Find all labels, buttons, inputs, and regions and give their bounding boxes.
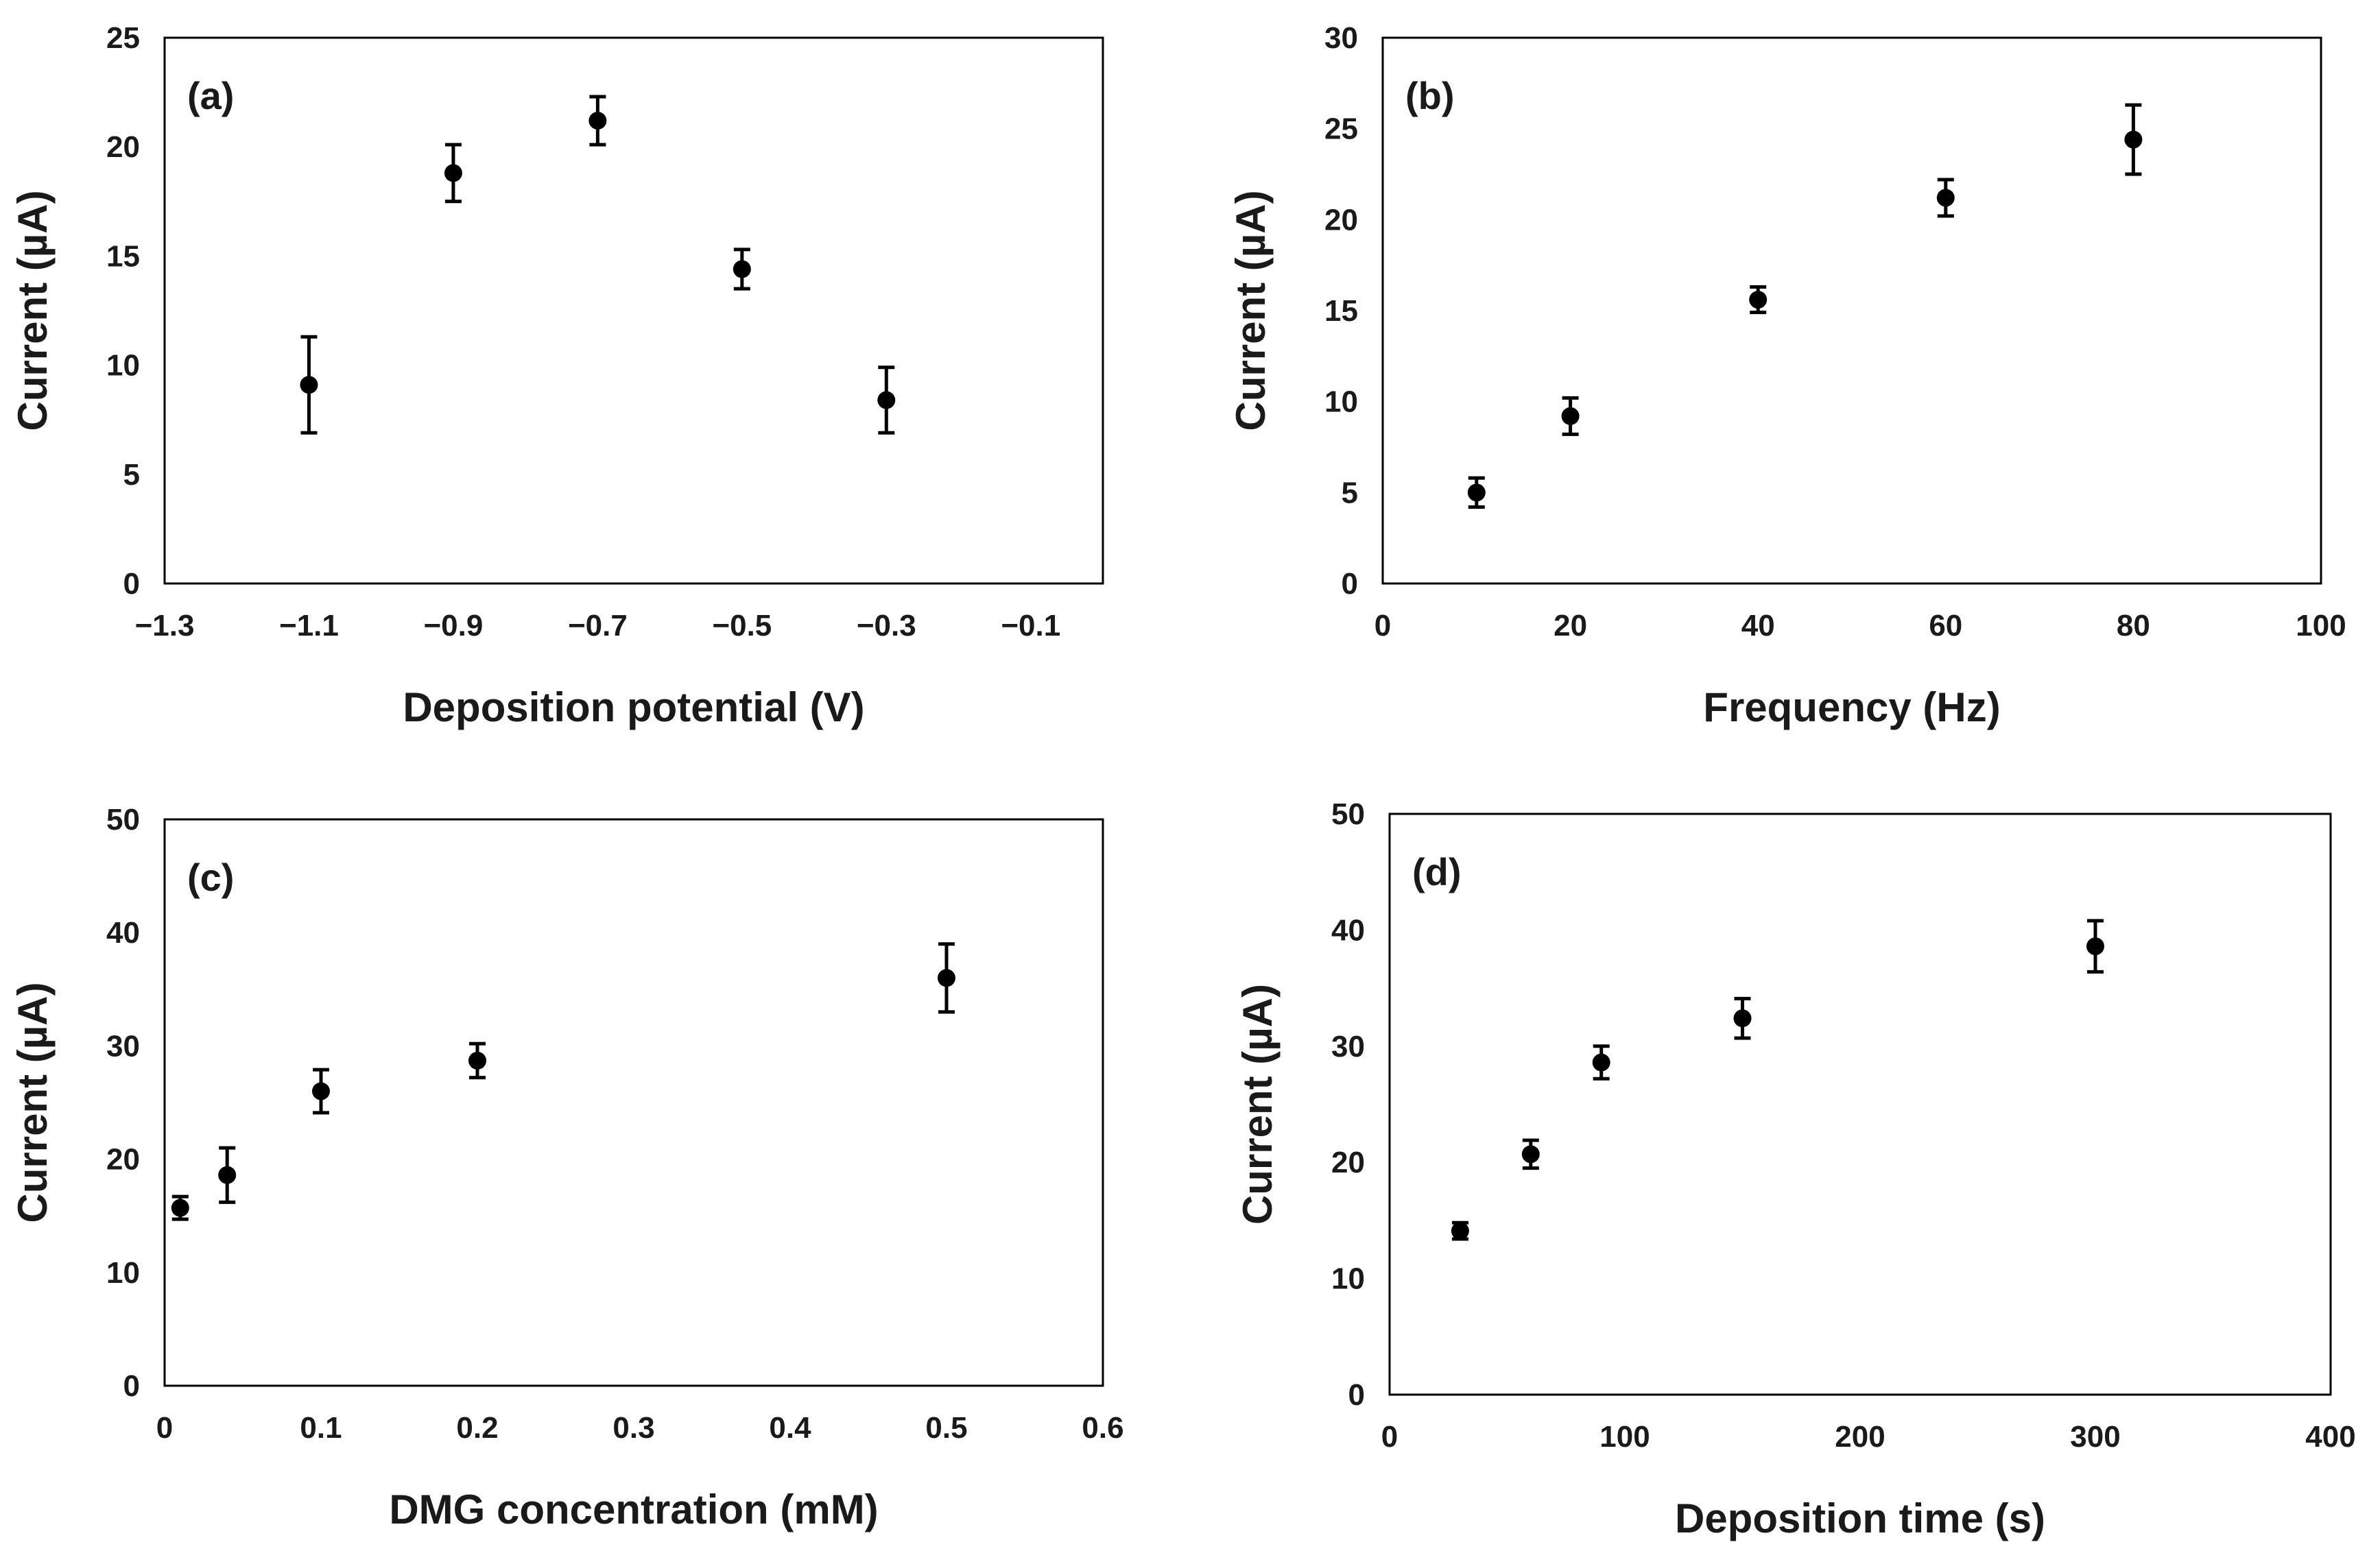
y-tick-label: 25 [106,21,140,55]
x-axis-title: Deposition potential (V) [403,684,864,730]
y-tick-label: 10 [106,349,140,383]
x-tick-label: −0.9 [423,609,483,642]
y-tick-label: 0 [123,567,140,601]
chart-panel-b: 0 5 10 15 20 25 30 0 20 40 60 80 100 Frequency (Hz) Cu… [1228,21,2346,730]
y-tick-label: 15 [106,239,140,273]
y-tick-label: 10 [106,1256,140,1290]
y-tick-label: 0 [1348,1378,1365,1412]
panel-label: (a) [187,74,234,117]
data-point [588,111,607,130]
x-tick-label: 0.5 [925,1411,967,1445]
y-tick-label: 20 [106,1143,140,1177]
data-point [444,164,462,182]
panel-label: (b) [1405,74,1455,117]
x-tick-label: 0.4 [769,1411,811,1445]
x-tick-label: 100 [1599,1420,1650,1454]
y-tick-label: 0 [1342,567,1358,601]
data-point [877,391,896,409]
y-tick-label: 20 [1331,1146,1365,1179]
plot-frame [1381,36,2322,585]
data-point [733,260,751,278]
data-point [2124,130,2143,149]
y-tick-label: 0 [123,1369,140,1403]
x-tick-label: 200 [1835,1420,1885,1454]
plot-frame [1388,813,2332,1396]
y-tick-label: 40 [1331,913,1365,947]
data-point [312,1082,330,1100]
y-tick-label: 30 [106,1029,140,1063]
data-point [1561,407,1580,425]
y-axis-title: Current (µA) [10,982,56,1223]
y-tick-label: 25 [1324,112,1358,146]
data-point [218,1166,237,1184]
data-point [938,969,955,987]
y-tick-label: 50 [1331,797,1365,831]
data-point [468,1051,486,1070]
y-tick-label: 30 [1331,1030,1365,1063]
y-tick-label: 50 [106,803,140,837]
y-axis-title: Current (µA) [1228,190,1274,431]
x-tick-label: −0.5 [712,609,772,642]
x-tick-label: 0.3 [612,1411,654,1445]
chart-panel-c: 0 10 20 30 40 50 0 0.1 0.2 0.3 0.4 0.5 0.6 DMG concen… [10,803,1124,1532]
x-tick-label: 100 [2296,609,2346,642]
x-tick-label: 400 [2305,1420,2355,1454]
data-point [1592,1053,1610,1072]
data-point [300,376,318,394]
x-tick-label: 0 [156,1411,173,1445]
panel-label: (d) [1412,850,1462,893]
data-point [1749,291,1768,309]
x-tick-label: −1.1 [279,609,339,642]
x-tick-label: 40 [1741,609,1775,642]
x-tick-label: 0.1 [300,1411,342,1445]
data-point [171,1199,189,1217]
y-tick-label: 20 [106,130,140,164]
y-tick-label: 5 [123,458,140,492]
x-tick-label: 0 [1381,1420,1398,1454]
x-tick-label: 80 [2117,609,2150,642]
chart-panel-d: 0 10 20 30 40 50 0 100 200 300 400 Deposition time … [1235,797,2356,1541]
y-tick-label: 30 [1324,21,1358,55]
y-tick-label: 5 [1342,476,1358,509]
x-tick-label: −0.7 [568,609,628,642]
data-point [1467,483,1486,502]
x-axis-title: DMG concentration (mM) [389,1487,878,1532]
x-tick-label: −1.3 [135,609,195,642]
plot-frame [163,36,1104,585]
y-tick-label: 20 [1324,203,1358,237]
x-tick-label: −0.1 [1001,609,1060,642]
y-tick-label: 15 [1324,294,1358,328]
x-axis-title: Deposition time (s) [1675,1495,2045,1541]
y-axis-title: Current (µA) [1235,984,1281,1225]
y-tick-label: 40 [106,916,140,950]
x-axis-title: Frequency (Hz) [1703,684,2000,730]
data-point [1733,1009,1752,1028]
y-tick-label: 10 [1331,1262,1365,1296]
x-tick-label: 60 [1929,609,1962,642]
plot-frame [163,818,1104,1387]
x-tick-label: 0 [1375,609,1391,642]
data-point [1521,1145,1540,1164]
x-tick-label: 300 [2070,1420,2120,1454]
x-tick-label: 0.6 [1082,1411,1123,1445]
y-axis-title: Current (µA) [10,190,56,431]
data-point [1936,189,1955,207]
y-tick-label: 10 [1324,385,1358,419]
x-tick-label: −0.3 [857,609,916,642]
panel-label: (c) [187,856,234,899]
data-point [1451,1222,1469,1240]
chart-panel-a: 0 5 10 15 20 25 −1.3 −1.1 −0.9 −0.7 −0.5 −0.3 −0.1 De… [10,21,1104,730]
data-point [2086,937,2104,956]
x-tick-label: 0.2 [456,1411,498,1445]
x-tick-label: 20 [1554,609,1587,642]
